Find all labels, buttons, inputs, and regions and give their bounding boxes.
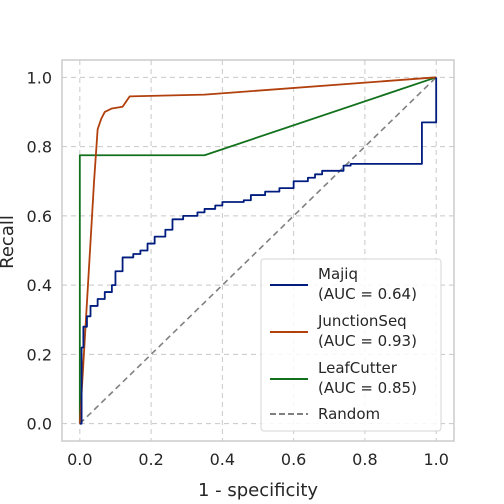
legend-label-junctionseq: JunctionSeq	[317, 312, 407, 330]
legend-box	[260, 258, 442, 432]
x-tick-label: 0.2	[138, 450, 163, 469]
x-tick-label: 0.0	[67, 450, 92, 469]
legend-entry-random: Random	[270, 405, 380, 423]
x-axis-label: 1 - specificity	[198, 480, 318, 501]
y-tick-label: 1.0	[27, 68, 52, 87]
x-tick-label: 0.6	[281, 450, 306, 469]
legend-label-majiq: Majiq	[318, 265, 358, 283]
grid-lines	[62, 60, 454, 441]
series-line-junctionseq	[78, 76, 437, 424]
y-axis-ticks: 0.0 0.2 0.4 0.6 0.8 1.0	[27, 68, 52, 433]
x-tick-label: 1.0	[423, 450, 448, 469]
legend-auc-junctionseq: (AUC = 0.93)	[318, 332, 417, 350]
legend-entry-junctionseq: JunctionSeq (AUC = 0.93)	[270, 312, 417, 350]
series-line-leafcutter	[78, 76, 437, 424]
series-line-majiq	[79, 77, 438, 425]
legend-entry-leafcutter: LeafCutter (AUC = 0.85)	[270, 359, 417, 397]
legend: Majiq (AUC = 0.64) JunctionSeq (AUC = 0.…	[260, 258, 442, 432]
x-axis-ticks: 0.0 0.2 0.4 0.6 0.8 1.0	[67, 450, 449, 469]
series-line-random	[79, 76, 437, 425]
plot-frame	[61, 59, 455, 442]
y-tick-label: 0.0	[27, 415, 52, 434]
y-tick-label: 0.8	[27, 138, 52, 157]
legend-auc-majiq: (AUC = 0.64)	[318, 285, 417, 303]
y-axis-label: Recall	[0, 215, 18, 269]
y-tick-label: 0.6	[27, 207, 52, 226]
legend-auc-leafcutter: (AUC = 0.85)	[318, 379, 417, 397]
legend-label-random: Random	[318, 405, 380, 423]
legend-entry-majiq: Majiq (AUC = 0.64)	[270, 265, 417, 303]
series-lines	[78, 76, 438, 425]
x-tick-label: 0.4	[210, 450, 235, 469]
legend-label-leafcutter: LeafCutter	[318, 359, 398, 377]
y-tick-label: 0.2	[27, 345, 52, 364]
y-tick-label: 0.4	[27, 276, 52, 295]
x-tick-label: 0.8	[352, 450, 377, 469]
